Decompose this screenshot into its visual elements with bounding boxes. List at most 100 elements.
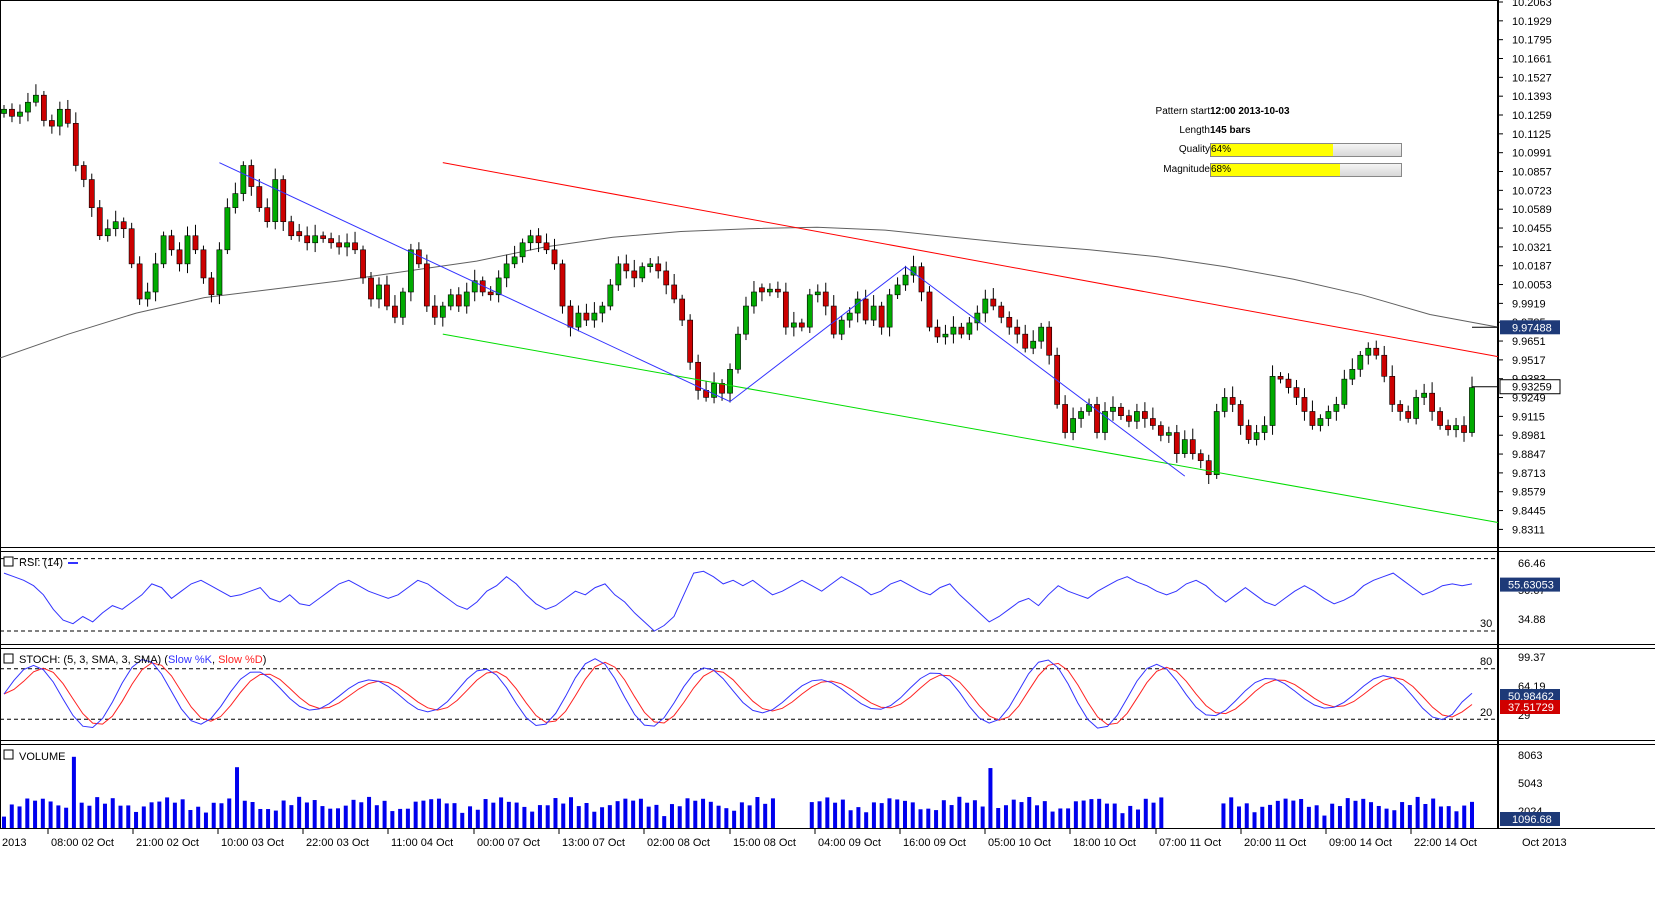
candle [1253,424,1260,446]
candle [1205,454,1212,484]
candle [838,315,845,341]
candle-body [495,277,502,296]
candle [471,269,478,302]
candle-body [966,322,973,335]
volume-bar [988,768,993,828]
candle [1389,365,1396,413]
candle [152,252,159,302]
candle-body [1261,425,1268,433]
candle-body [870,305,877,321]
candle-body [711,383,717,398]
candle [1181,430,1188,458]
candle-body [591,312,598,321]
volume-bar [600,807,605,828]
candle [1405,405,1412,423]
candle-body [719,383,725,394]
candle-body [679,298,686,321]
candle [56,101,63,136]
candle-body [926,291,933,328]
volume-bar [522,806,527,828]
candle [256,178,263,212]
price-tick-label: 9.8713 [1512,468,1546,480]
candle [1054,347,1061,409]
volume-last-label: 1096.68 [1512,814,1552,826]
candle [902,265,909,291]
candle-body [1102,411,1108,433]
volume-bar [266,809,271,828]
zigzag-pattern-line [219,162,1186,477]
candle-body [1373,347,1380,356]
volume-bar [9,804,14,828]
time-tick-label: 00:00 07 Oct [477,837,540,849]
volume-bar [312,800,317,828]
candle-body [1165,432,1172,436]
candle [1149,407,1156,430]
volume-bar [2,816,6,828]
candle-body [368,277,374,300]
stoch-d-line [3,661,1473,726]
volume-bar [219,803,224,828]
volume-bar [48,801,53,828]
time-tick-label: 2013 [2,837,26,849]
price-tick-label: 10.0053 [1512,280,1552,292]
volume-toggle-icon [3,749,14,760]
volume-bar [444,803,449,828]
candle-body [264,207,271,223]
candle [934,319,941,343]
candle [535,228,542,253]
candle [1213,403,1220,479]
price-tick-label: 9.8847 [1512,449,1546,461]
candle-body [1038,326,1045,342]
rsi-title: RSI: (14) [19,557,63,569]
volume-bar [188,809,193,828]
candle-body [176,249,183,265]
candle [894,277,901,300]
magnitude-bar: 68% [1210,163,1402,177]
candle-body [1142,411,1148,419]
price-tick-label: 9.9115 [1512,411,1545,423]
candle [910,255,917,283]
pattern-quality-row: Quality 64% [1120,142,1420,158]
candle [735,326,741,374]
candle [790,311,797,337]
candle-body [1181,439,1188,454]
candle [1134,403,1140,429]
candle [663,261,670,295]
candle [567,300,574,337]
volume-bar [273,810,278,828]
candle-body [33,94,39,103]
volume-bar [941,800,946,828]
candle [280,175,287,231]
candle-body [240,165,247,194]
candle [806,288,813,334]
volume-bar [374,805,379,828]
rsi-level-label: 30 [1480,618,1492,630]
price-tick-label: 9.9651 [1512,336,1546,348]
candle [431,295,438,325]
volume-bar [545,805,550,828]
price-tick-label: 9.8311 [1512,524,1545,536]
volume-bar [980,806,985,828]
candle-body [431,305,438,318]
candle [1453,417,1459,438]
volume-bar [281,800,286,828]
candle [1102,402,1108,441]
candle-body [128,228,135,265]
volume-bar [398,808,403,828]
candle-body [1357,354,1364,370]
volume-bar [359,802,364,828]
candle-body [184,235,191,265]
candle [719,379,725,401]
candle-body [1118,406,1124,416]
volume-bar [879,803,884,828]
time-tick-label: 18:00 10 Oct [1073,837,1136,849]
candle-body [1030,340,1037,349]
candle [671,273,678,304]
candle-body [942,333,949,338]
candle-body [120,221,127,230]
candle [216,242,223,305]
candle [1110,396,1116,421]
candle [623,254,630,279]
candle [176,242,183,272]
volume-bar [1268,804,1273,828]
